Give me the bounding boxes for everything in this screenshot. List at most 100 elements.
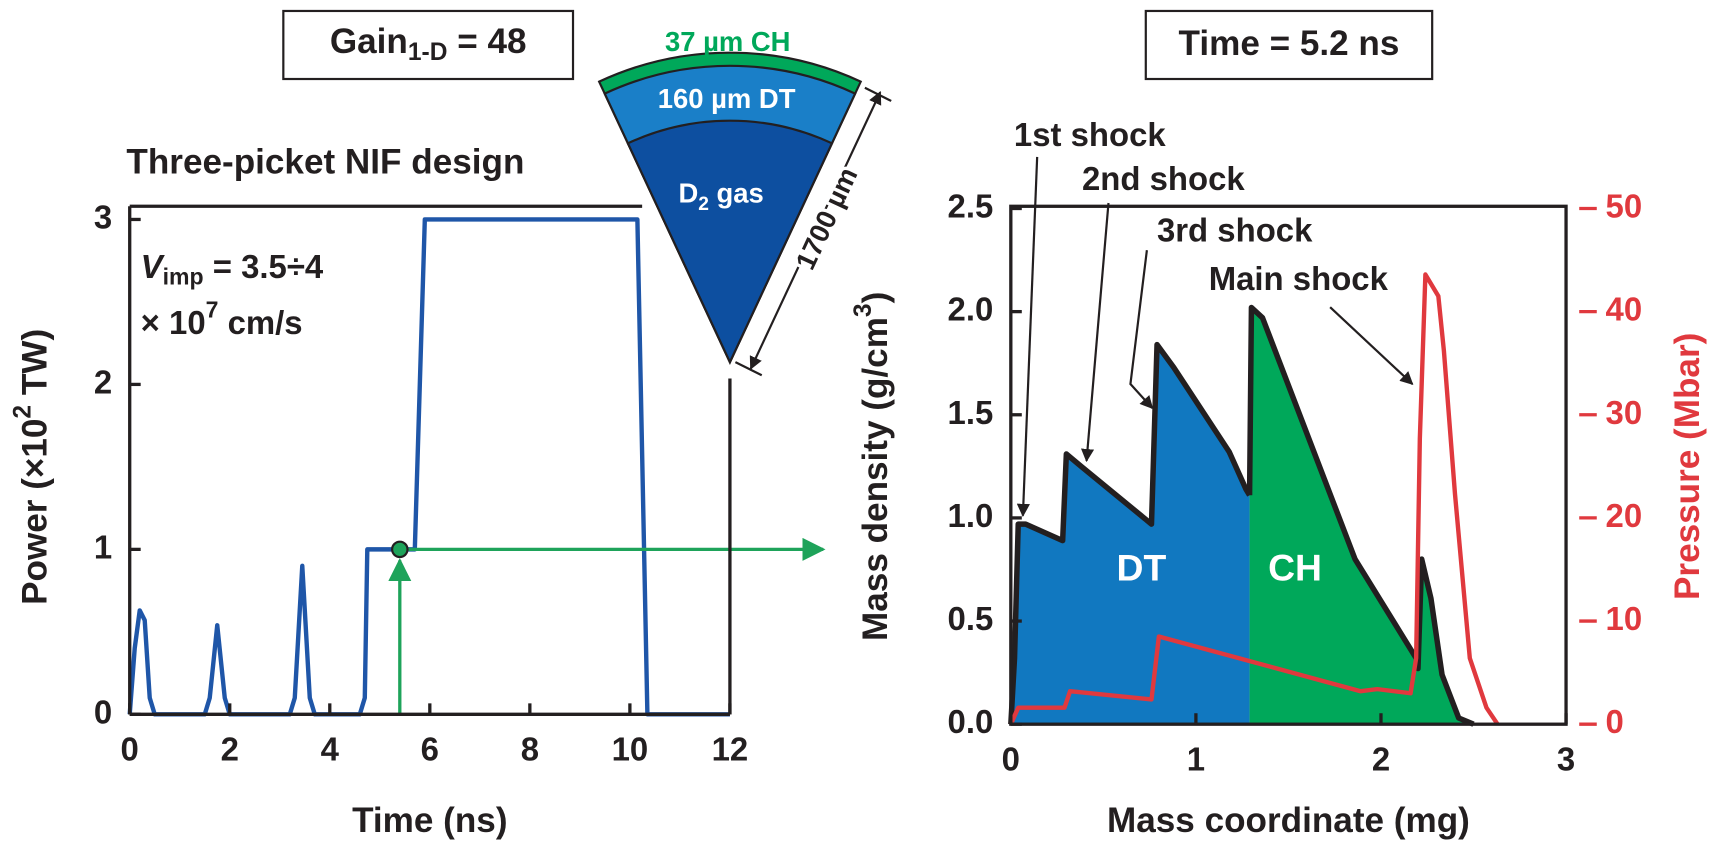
y2-tick-label-part: 50 (1606, 187, 1643, 224)
y-tick-label: 2.5 (948, 187, 994, 224)
y-tick-label: 2.0 (948, 290, 994, 327)
dimension-tick (735, 362, 761, 375)
x-tick-label-part: 2 (1372, 740, 1390, 777)
x-tick-label: 1 (1187, 740, 1205, 777)
y2-tick-label-part: 20 (1606, 497, 1643, 534)
core-label-part: gas (709, 178, 764, 209)
x-tick-label: 4 (321, 730, 340, 767)
core-label-part: 2 (698, 194, 709, 215)
layer-label: 37 µm CH (665, 26, 791, 57)
chart-title-part: Three-picket NIF design (126, 143, 524, 182)
highlight-point (392, 542, 407, 557)
x-tick-label: 0 (121, 730, 139, 767)
y-axis-label-part: Mass density (g/cm (856, 317, 895, 641)
annotation-part: 3rd shock (1157, 211, 1313, 248)
x-tick-label-part: 8 (521, 730, 539, 767)
y2-tick-label: 40 (1606, 290, 1643, 327)
power-line (130, 219, 730, 714)
velocity-label-part: × 10 (141, 303, 206, 340)
y-tick-label-part: 0 (94, 693, 112, 730)
y2-tick-label: 20 (1606, 497, 1643, 534)
y-axis-label-part: TW) (16, 329, 55, 405)
y-tick-label-part: 1 (94, 528, 112, 565)
x-axis-label-part: Mass coordinate (mg) (1107, 801, 1470, 840)
layer-label: 160 µm DT (658, 83, 796, 114)
x-tick-label: 0 (1002, 740, 1020, 777)
y-tick-label-part: 0.5 (948, 600, 994, 637)
annotation-arrow (1130, 250, 1152, 408)
velocity-label-part: imp (163, 264, 204, 290)
x-axis-label: Time (ns) (352, 801, 507, 840)
annotation: Main shock (1209, 260, 1389, 297)
gain-label-part: 1-D (408, 39, 448, 66)
annotation-arrow (1023, 157, 1037, 516)
y2-tick-label: 10 (1606, 600, 1643, 637)
y-axis-label-part: 2 (10, 405, 37, 419)
y2-axis-label-part: Pressure (Mbar) (1668, 333, 1707, 600)
y-tick-label: 3 (94, 198, 112, 235)
chart-title: Three-picket NIF design (126, 143, 524, 182)
x-tick-label-part: 4 (321, 730, 340, 767)
y-axis-label-part: ) (856, 292, 895, 304)
y-axis-label-part: Power (×10 (16, 419, 55, 605)
y-tick-label-part: 2 (94, 363, 112, 400)
chart-title: Time = 5.2 ns (1179, 24, 1400, 63)
x-tick-label: 8 (521, 730, 539, 767)
y-tick-label-part: 3 (94, 198, 112, 235)
y-axis-label: Mass density (g/cm3) (850, 292, 895, 641)
chart-title-part: Time = 5.2 ns (1179, 24, 1400, 63)
annotation-arrow (1087, 203, 1109, 461)
annotation: 3rd shock (1157, 211, 1313, 248)
gain-label-part: = 48 (447, 22, 526, 61)
velocity-label: × 107 cm/s (141, 297, 303, 341)
x-tick-label-part: 2 (221, 730, 239, 767)
y2-tick-label-part: 0 (1606, 703, 1624, 740)
y2-tick-label-part: 10 (1606, 600, 1643, 637)
figure: 37 µm CH160 µm DTD2 gas1700 µm0246810120… (0, 0, 1721, 846)
x-tick-label: 6 (421, 730, 439, 767)
x-tick-label: 12 (712, 730, 749, 767)
y-tick-label: 0 (94, 693, 112, 730)
y-tick-label-part: 1.5 (948, 393, 994, 430)
y-axis-label-part: 3 (850, 303, 877, 317)
x-axis-label-part: Time (ns) (352, 801, 507, 840)
y2-tick-label-part: 30 (1606, 393, 1643, 430)
y-tick-label: 1 (94, 528, 112, 565)
velocity-label-part: cm/s (218, 303, 302, 340)
x-tick-label: 3 (1557, 740, 1575, 777)
y2-tick-label: 50 (1606, 187, 1643, 224)
area-label: CH (1268, 546, 1322, 588)
x-tick-label-part: 12 (712, 730, 749, 767)
x-tick-label-part: 0 (1002, 740, 1020, 777)
y-tick-label: 0.0 (948, 703, 994, 740)
page: {"chart_data": [ {"type": "line", "title… (0, 0, 1721, 846)
y2-tick-label-part: 40 (1606, 290, 1643, 327)
velocity-label-part: 7 (206, 297, 219, 323)
annotation-part: 1st shock (1014, 116, 1167, 153)
x-tick-label-part: 6 (421, 730, 439, 767)
y-tick-label-part: 2.5 (948, 187, 994, 224)
y2-axis-label: Pressure (Mbar) (1668, 333, 1707, 600)
x-tick-label: 10 (612, 730, 649, 767)
y2-tick-label: 30 (1606, 393, 1643, 430)
x-tick-label-part: 3 (1557, 740, 1575, 777)
y2-tick-label: 0 (1606, 703, 1624, 740)
x-tick-label: 2 (1372, 740, 1390, 777)
velocity-label: Vimp = 3.5÷4 (141, 248, 324, 290)
annotation-arrow (1330, 307, 1412, 384)
y-tick-label: 1.5 (948, 393, 994, 430)
annotation: 2nd shock (1082, 160, 1245, 197)
y-tick-label-part: 2.0 (948, 290, 994, 327)
annotation: 1st shock (1014, 116, 1167, 153)
y-axis-label: Power (×102 TW) (10, 329, 55, 605)
y-tick-label: 2 (94, 363, 112, 400)
core-label-part: D (678, 178, 698, 209)
y-tick-label-part: 1.0 (948, 497, 994, 534)
area-label: DT (1117, 546, 1167, 588)
gain-label-part: Gain (330, 22, 408, 61)
x-tick-label-part: 10 (612, 730, 649, 767)
y-tick-label: 0.5 (948, 600, 994, 637)
x-tick-label-part: 1 (1187, 740, 1205, 777)
x-tick-label-part: 0 (121, 730, 139, 767)
layer-label-part: 160 µm DT (658, 83, 796, 114)
